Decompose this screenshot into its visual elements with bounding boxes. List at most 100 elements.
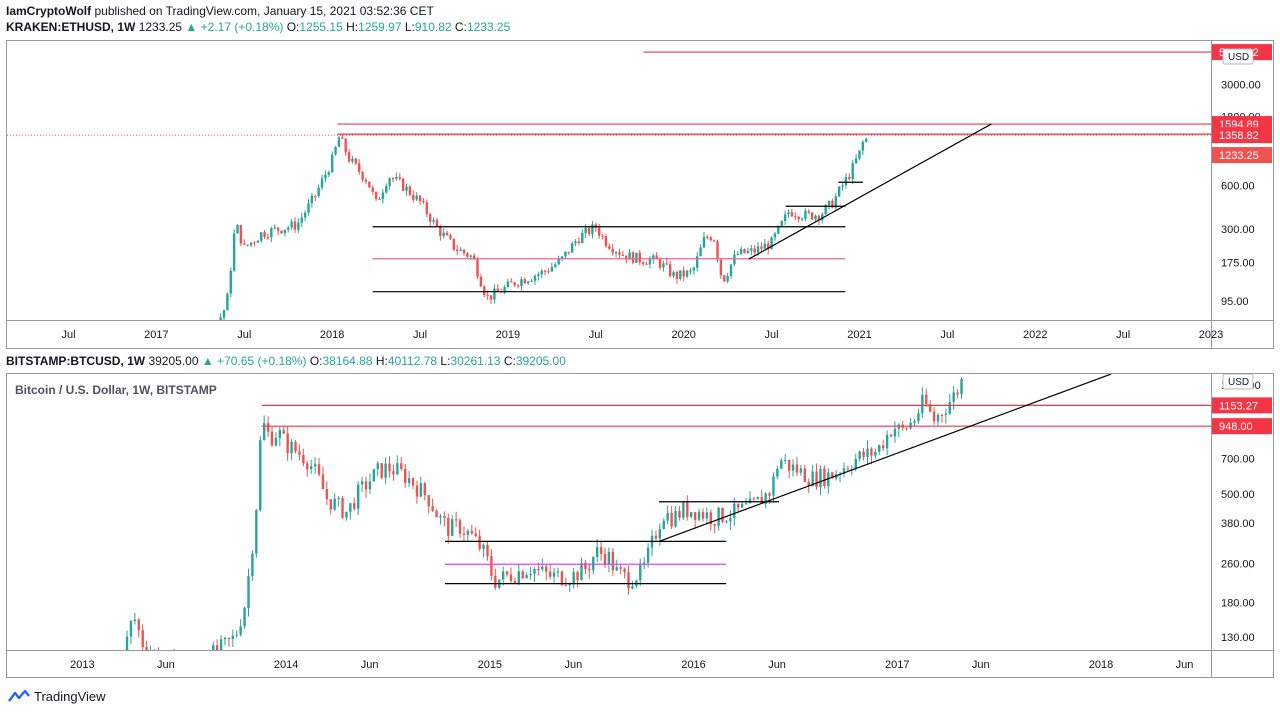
eth-candle-body (307, 203, 310, 213)
eth-candle-body (787, 212, 790, 215)
eth-y-tick-label: 175.00 (1221, 258, 1255, 270)
eth-candle-body (256, 240, 260, 243)
btc-candle-body (313, 464, 317, 467)
eth-currency-text: USD (1228, 52, 1249, 63)
btc-candle-body (709, 512, 712, 525)
btc-price-label-text: 948.00 (1219, 421, 1253, 433)
eth-candle-body (253, 242, 256, 244)
btc-candle-body (223, 637, 227, 640)
eth-candle-body (300, 217, 303, 223)
eth-chart[interactable]: 95.00175.00300.00600.001800.003000.00Jul… (7, 41, 1273, 348)
eth-candle-body (303, 212, 307, 218)
btc-candle-body (494, 575, 497, 588)
btc-y-tick-label: 180.00 (1221, 597, 1255, 609)
btc-candle-body (396, 463, 399, 475)
eth-candle-body (608, 246, 611, 249)
btc-candle-body (619, 567, 622, 569)
btc-candle-body (341, 497, 344, 518)
eth-symbol[interactable]: KRAKEN:ETHUSD, 1W (6, 20, 136, 34)
btc-y-tick-label: 500.00 (1221, 489, 1255, 501)
btc-c-label: C: (503, 354, 516, 368)
eth-x-tick-label: 2023 (1199, 329, 1223, 341)
btc-candle-body (803, 468, 807, 482)
btc-candle-body (458, 520, 462, 534)
btc-candle-body (560, 571, 564, 585)
btc-candle-body (756, 497, 759, 500)
btc-candle-body (462, 533, 466, 535)
tradingview-footer[interactable]: TradingView (8, 688, 106, 704)
eth-candle-body (865, 138, 868, 142)
btc-candle-body (415, 485, 419, 497)
eth-candle-body (428, 214, 432, 222)
eth-x-tick-label: Jul (237, 329, 251, 341)
eth-legend: KRAKEN:ETHUSD, 1W 1233.25 ▲ +2.17 (+0.18… (6, 20, 510, 35)
btc-candle-body (768, 493, 771, 496)
eth-candle-body (821, 214, 824, 221)
btc-candle-body (905, 427, 908, 429)
eth-candle-body (466, 253, 469, 257)
author-name[interactable]: IamCryptoWolf (6, 4, 92, 18)
btc-candle-body (309, 466, 313, 470)
btc-candle-body (251, 553, 254, 577)
eth-candle-body (452, 238, 456, 250)
btc-candle-body (682, 502, 685, 518)
btc-candle-body (137, 619, 140, 631)
eth-currency-badge-bg (1222, 48, 1254, 65)
btc-candle-body (576, 572, 579, 581)
eth-candle-body (401, 178, 405, 191)
eth-candle-body (351, 158, 354, 162)
eth-chart-frame[interactable]: 95.00175.00300.00600.001800.003000.00Jul… (6, 40, 1274, 349)
eth-candle-body (675, 272, 679, 279)
btc-chart[interactable]: 130.00180.00260.00380.00500.00700.001400… (7, 373, 1273, 677)
btc-candle-body (885, 434, 889, 449)
btc-candle-body (752, 498, 756, 500)
btc-candle-body (760, 497, 763, 505)
eth-candle-body (750, 248, 753, 251)
btc-chart-title: Bitcoin / U.S. Dollar, 1W, BITSTAMP (15, 383, 217, 397)
btc-candle-body (403, 468, 407, 484)
publish-info: published on TradingView.com, January 15… (94, 4, 434, 18)
eth-h-label: H: (346, 20, 359, 34)
eth-candle-body (219, 317, 222, 320)
eth-candle-body (266, 237, 270, 239)
btc-candle-body (521, 571, 524, 579)
eth-candle-body (236, 225, 239, 234)
btc-candle-body (149, 652, 151, 655)
eth-candle-body (827, 200, 831, 206)
eth-high: 1259.97 (358, 20, 402, 34)
btc-price-label-bg (1212, 397, 1272, 414)
eth-x-tick-label: Jul (765, 329, 779, 341)
btc-candle-body (215, 645, 219, 650)
eth-o-label: O: (286, 20, 300, 34)
eth-open: 1255.15 (299, 20, 343, 34)
btc-candle-body (748, 498, 752, 504)
btc-x-tick-label: Jun (157, 659, 175, 671)
tradingview-logo-icon (8, 689, 30, 702)
btc-candle-body (615, 567, 618, 571)
eth-candle-body (456, 249, 459, 252)
btc-candle-body (940, 415, 944, 417)
btc-candle-body (345, 511, 348, 518)
btc-symbol[interactable]: BITSTAMP:BTCUSD, 1W (6, 354, 146, 368)
btc-candle-body (548, 571, 552, 577)
eth-candle-body (516, 285, 520, 287)
eth-candle-body (790, 212, 794, 217)
eth-candle-body (290, 221, 293, 228)
btc-candle-body (654, 535, 658, 539)
btc-candle-body (780, 460, 783, 469)
btc-candle-body (607, 551, 611, 565)
btc-chart-frame[interactable]: 130.00180.00260.00380.00500.00700.001400… (6, 373, 1274, 678)
btc-candle-body (255, 510, 258, 554)
btc-candle-body (204, 664, 206, 665)
btc-candle-body (603, 553, 607, 565)
btc-candle-body (513, 580, 517, 583)
eth-candle-body (270, 228, 273, 238)
eth-candle-body (550, 266, 554, 272)
btc-candle-body (177, 664, 179, 674)
btc-low: 30261.13 (450, 354, 501, 368)
btc-candle-body (819, 468, 822, 488)
eth-candle-body (689, 270, 692, 272)
eth-candle-body (395, 176, 398, 179)
eth-candle-body (425, 202, 429, 215)
btc-candle-body (266, 423, 270, 432)
